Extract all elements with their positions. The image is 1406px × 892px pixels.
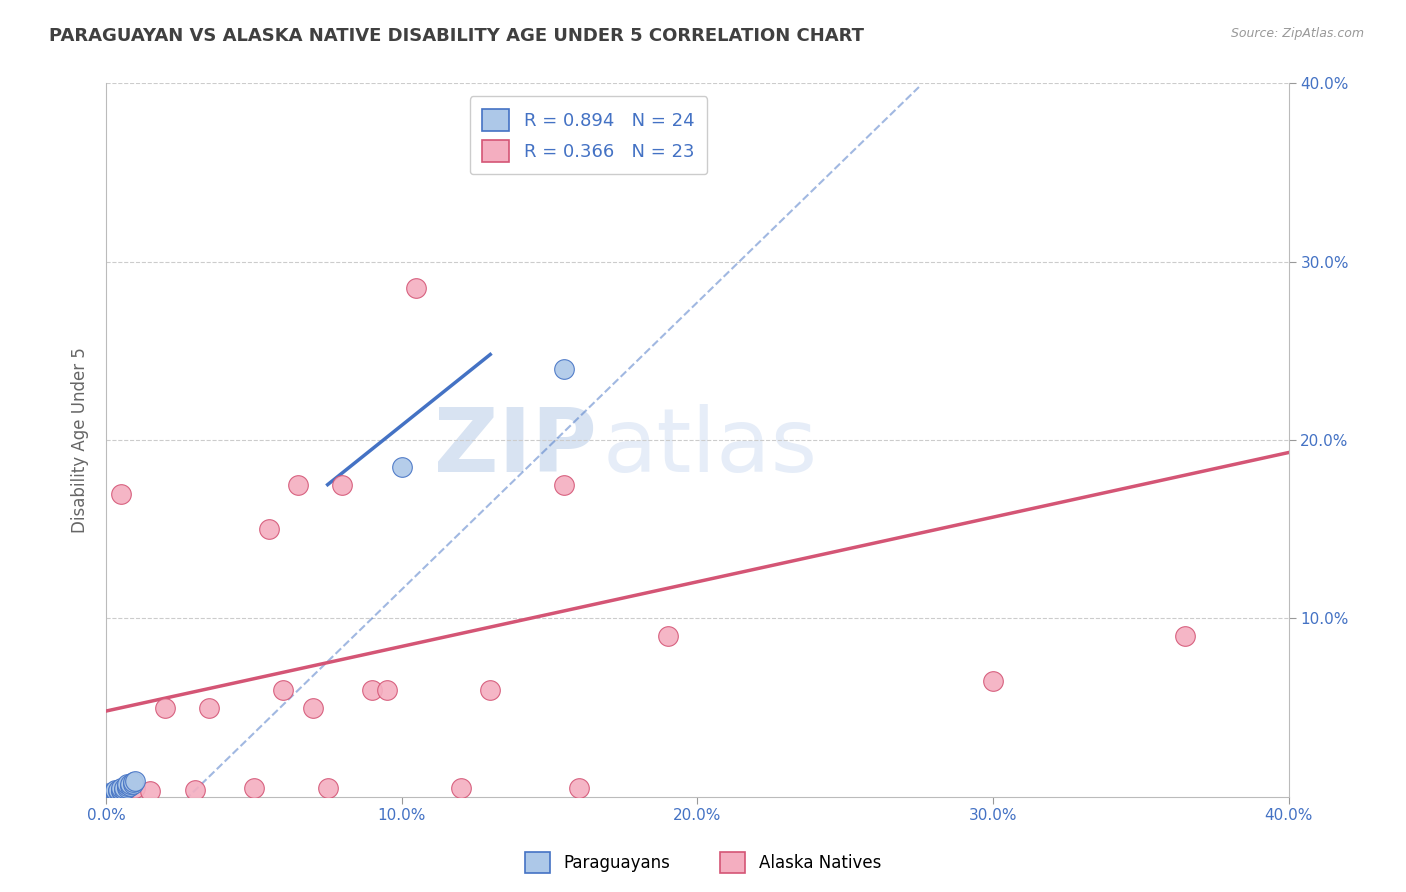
Point: [110, 486, 132, 500]
Point: [124, 780, 146, 795]
Point: [391, 459, 413, 474]
Point: [101, 786, 124, 800]
Point: [302, 700, 325, 714]
Point: [110, 780, 132, 795]
Legend: R = 0.894   N = 24, R = 0.366   N = 23: R = 0.894 N = 24, R = 0.366 N = 23: [470, 96, 707, 175]
Point: [112, 780, 135, 795]
Point: [198, 700, 221, 714]
Point: [287, 477, 309, 491]
Y-axis label: Disability Age Under 5: Disability Age Under 5: [72, 347, 89, 533]
Point: [257, 522, 280, 536]
Point: [124, 773, 146, 788]
Point: [115, 779, 138, 793]
Point: [375, 682, 398, 697]
Text: PARAGUAYAN VS ALASKA NATIVE DISABILITY AGE UNDER 5 CORRELATION CHART: PARAGUAYAN VS ALASKA NATIVE DISABILITY A…: [49, 27, 865, 45]
Point: [1174, 629, 1197, 643]
Point: [121, 775, 143, 789]
Point: [101, 788, 124, 802]
Text: Source: ZipAtlas.com: Source: ZipAtlas.com: [1230, 27, 1364, 40]
Point: [110, 782, 132, 797]
Point: [981, 673, 1004, 688]
Point: [107, 784, 129, 798]
Text: atlas: atlas: [603, 404, 818, 491]
Point: [332, 477, 354, 491]
Point: [118, 779, 141, 793]
Point: [316, 780, 339, 795]
Point: [115, 780, 138, 795]
Point: [450, 780, 472, 795]
Point: [657, 629, 679, 643]
Point: [104, 784, 127, 798]
Point: [183, 782, 205, 797]
Point: [271, 682, 294, 697]
Point: [104, 782, 127, 797]
Point: [107, 782, 129, 797]
Point: [112, 782, 135, 797]
Point: [115, 777, 138, 791]
Text: ZIP: ZIP: [434, 404, 596, 491]
Point: [97, 788, 120, 802]
Point: [405, 281, 427, 295]
Point: [553, 361, 575, 376]
Point: [97, 786, 120, 800]
Point: [121, 777, 143, 791]
Point: [479, 682, 502, 697]
Point: [110, 784, 132, 798]
Point: [553, 477, 575, 491]
Point: [568, 780, 591, 795]
Point: [153, 700, 176, 714]
Legend: Paraguayans, Alaska Natives: Paraguayans, Alaska Natives: [519, 846, 887, 880]
Point: [118, 777, 141, 791]
Point: [139, 784, 162, 798]
Point: [361, 682, 384, 697]
Point: [242, 780, 264, 795]
Point: [104, 786, 127, 800]
